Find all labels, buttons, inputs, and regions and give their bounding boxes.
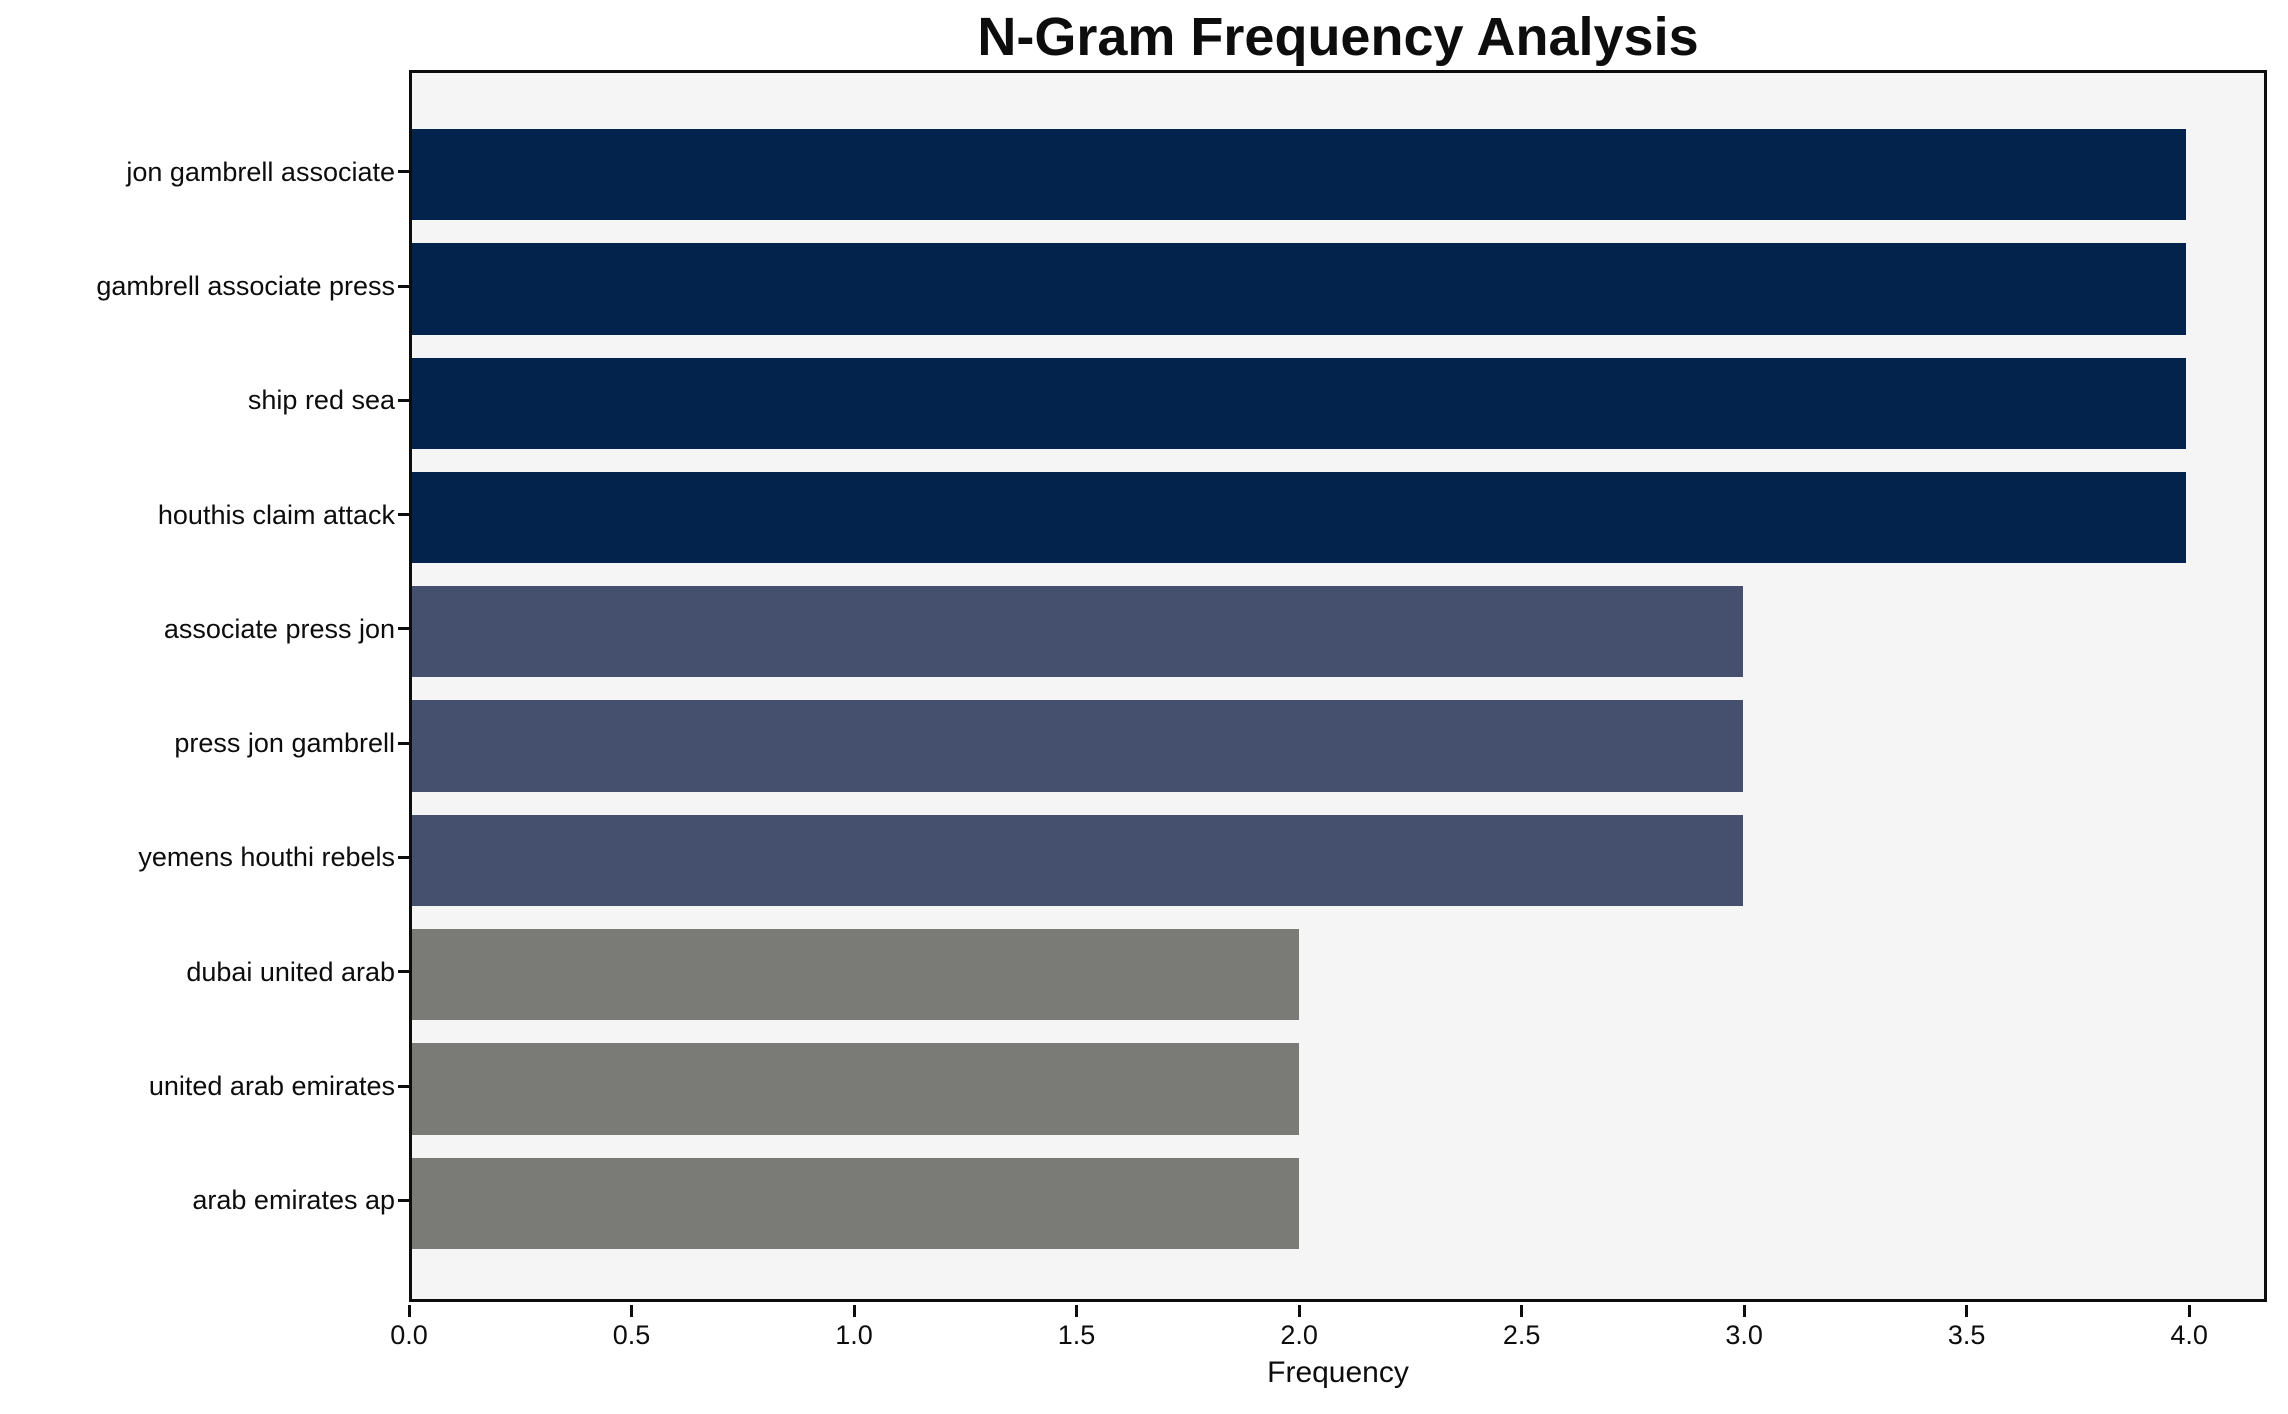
y-tick-mark (398, 970, 409, 974)
y-tick-mark (398, 284, 409, 288)
x-tick-mark (1742, 1305, 1746, 1317)
bar-yemens-houthi-rebels (412, 814, 1743, 907)
y-tick-mark (398, 513, 409, 517)
bar-gambrell-associate-press (412, 243, 2187, 335)
y-tick-label: arab emirates ap (192, 1185, 395, 1216)
x-tick-label: 0.5 (612, 1320, 651, 1350)
x-tick-label: 4.0 (2170, 1320, 2208, 1350)
x-tick-mark (852, 1305, 856, 1317)
x-tick-label: 3.0 (1725, 1320, 1763, 1350)
y-tick-label: gambrell associate press (96, 271, 395, 301)
x-tick-label: 3.5 (1947, 1320, 1986, 1350)
y-tick-label: houthis claim attack (157, 499, 395, 530)
y-tick-mark (398, 1198, 409, 1202)
y-tick-label: yemens houthi rebels (138, 842, 395, 873)
y-tick-mark (398, 170, 409, 174)
x-tick-mark (1297, 1305, 1301, 1317)
chart-title: N-Gram Frequency Analysis (977, 7, 1699, 67)
y-tick-mark (398, 1084, 409, 1088)
bar-associate-press-jon (412, 586, 1743, 678)
bar-press-jon-gambrell (412, 700, 1743, 792)
x-tick-mark (1075, 1305, 1078, 1317)
y-tick-mark (398, 855, 409, 859)
y-tick-label: associate press jon (163, 613, 395, 644)
x-tick-mark (1520, 1305, 1524, 1317)
x-axis-title: Frequency (1267, 1356, 1409, 1389)
plot-area (409, 70, 2267, 1302)
y-tick-label: jon gambrell associate (126, 156, 395, 187)
y-tick-label: ship red sea (247, 385, 395, 416)
x-tick-label: 1.5 (1057, 1320, 1096, 1350)
x-tick-mark (407, 1305, 411, 1317)
bar-ship-red-sea (412, 357, 2187, 449)
y-tick-mark (398, 741, 409, 745)
x-tick-label: 2.5 (1502, 1320, 1541, 1350)
x-tick-label: 0.0 (390, 1320, 428, 1350)
x-tick-label: 1.0 (835, 1320, 873, 1350)
bar-united-arab-emirates (412, 1043, 1300, 1135)
bar-dubai-united-arab (412, 929, 1300, 1021)
bar-arab-emirates-ap (412, 1157, 1300, 1249)
y-tick-mark (398, 398, 409, 402)
y-tick-label: united arab emirates (148, 1071, 395, 1101)
bar-jon-gambrell-associate (412, 129, 2187, 221)
bar-houthis-claim-attack (412, 471, 2187, 564)
x-tick-mark (2187, 1305, 2191, 1317)
x-tick-label: 2.0 (1280, 1320, 1318, 1350)
x-tick-mark (630, 1305, 633, 1317)
y-tick-label: dubai united arab (186, 956, 395, 987)
y-tick-mark (398, 627, 409, 631)
y-tick-label: press jon gambrell (174, 728, 395, 759)
x-tick-mark (1965, 1305, 1969, 1317)
